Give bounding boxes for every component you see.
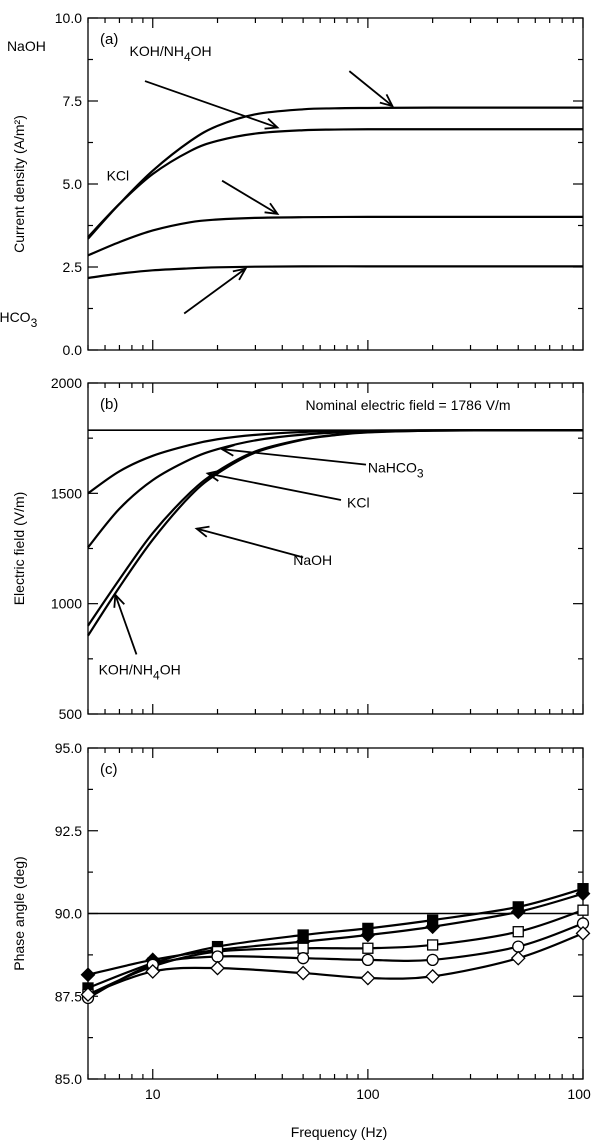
x-axis-label: Frequency (Hz) <box>291 1124 387 1140</box>
annotation-arrowhead <box>232 267 248 281</box>
annotation-label: KOH/NH4OH <box>130 43 212 64</box>
annotation-arrow <box>221 179 278 215</box>
y-axis-label: Electric field (V/m) <box>11 492 27 606</box>
annotation-arrow <box>183 267 247 315</box>
y-axis-label: Phase angle (deg) <box>11 856 27 970</box>
annotation-arrow <box>348 70 393 107</box>
annotation-arrowhead <box>205 469 221 482</box>
y-tick-label: 87.5 <box>55 988 82 1004</box>
y-tick-label: 7.5 <box>63 93 83 109</box>
x-tick-label: 1000 <box>567 1086 591 1102</box>
curve-series-4 <box>87 922 584 999</box>
panel-label: (b) <box>100 396 118 413</box>
curve-series-3 <box>87 909 584 996</box>
y-tick-label: 2000 <box>51 375 82 391</box>
marker-open-diamond <box>145 964 161 979</box>
curve-series-2 <box>87 892 584 976</box>
annotation-arrowhead <box>113 592 125 608</box>
marker-open-circle <box>361 953 375 966</box>
annotation-label: KCl <box>347 495 370 511</box>
marker-open-diamond <box>295 965 311 981</box>
marker-open-diamond <box>360 970 376 986</box>
annotation-label: NaOH <box>7 38 46 54</box>
y-tick-label: 500 <box>59 706 83 722</box>
x-tick-label: 10 <box>145 1086 161 1102</box>
annotation-arrowhead <box>194 525 210 538</box>
annotation-label: NaHCO3 <box>0 309 38 330</box>
marker-open-square <box>512 926 524 938</box>
marker-filled-diamond <box>360 927 376 943</box>
annotation-arrow <box>114 594 138 655</box>
marker-filled-diamond <box>510 904 526 920</box>
panel-label: (c) <box>100 761 118 778</box>
curve-koh-nh4oh <box>87 106 583 240</box>
marker-open-diamond <box>80 987 96 1003</box>
annotation-arrowhead <box>264 202 280 216</box>
annotation-arrow <box>144 80 278 129</box>
panel-label: (a) <box>100 31 118 48</box>
curve-series-5 <box>87 932 584 996</box>
plot-frame <box>87 17 584 351</box>
marker-open-square <box>577 904 589 916</box>
y-tick-label: 1000 <box>51 596 82 612</box>
marker-open-circle <box>296 952 310 965</box>
y-tick-label: 10.0 <box>55 10 82 26</box>
marker-open-square <box>362 942 374 954</box>
annotation-label: KCl <box>107 168 130 184</box>
marker-filled-diamond <box>80 967 96 983</box>
marker-filled-diamond <box>425 919 441 935</box>
curve-koh-nh4oh <box>87 429 584 637</box>
curve-kcl <box>87 215 583 257</box>
curve-naoh <box>87 128 583 238</box>
marker-open-square <box>426 939 439 951</box>
marker-open-circle <box>426 953 439 966</box>
marker-open-diamond <box>210 960 225 976</box>
y-axis-label: Current density (A/m²) <box>11 115 27 253</box>
y-tick-label: 92.5 <box>55 823 82 839</box>
annotation-label: KOH/NH4OH <box>99 661 181 682</box>
marker-open-circle <box>211 950 224 963</box>
annotation-arrow <box>196 527 304 559</box>
marker-filled-diamond <box>575 886 591 902</box>
marker-open-diamond <box>425 968 441 984</box>
marker-open-square <box>297 942 309 954</box>
panel-c: 85.0 87.5 90.0 92.5 95.0 10 100 1000 Phase angle… <box>11 740 591 1102</box>
marker-open-circle <box>512 940 525 953</box>
curve-kcl <box>87 429 584 549</box>
y-tick-label: 85.0 <box>55 1071 82 1087</box>
annotation-arrow <box>207 472 342 501</box>
y-tick-label: 95.0 <box>55 740 82 756</box>
annotation-arrowhead <box>379 93 395 108</box>
marker-open-diamond <box>510 950 526 966</box>
annotation-label: NaOH <box>293 552 332 568</box>
x-tick-label: 100 <box>356 1086 380 1102</box>
annotation-arrowhead <box>264 117 280 130</box>
y-tick-label: 90.0 <box>55 906 82 922</box>
curve-series-1 <box>87 887 584 990</box>
annotation-arrow <box>221 448 367 466</box>
y-tick-label: 1500 <box>51 485 82 501</box>
marker-open-diamond <box>575 925 591 941</box>
panel-a: 0.0 2.5 5.0 7.5 10.0 Current density (A/m²) (a… <box>0 10 584 358</box>
reference-line-label: Nominal electric field = 1786 V/m <box>305 397 510 413</box>
y-tick-label: 2.5 <box>63 259 83 275</box>
panel-b: 500 1000 1500 2000 Electric field (V/m) (b) No… <box>11 375 584 722</box>
annotation-arrowhead <box>219 444 235 457</box>
y-tick-label: 5.0 <box>63 176 83 192</box>
curve-nahco3 <box>87 265 583 280</box>
annotation-label: NaHCO3 <box>368 459 424 480</box>
y-tick-label: 0.0 <box>63 342 83 358</box>
